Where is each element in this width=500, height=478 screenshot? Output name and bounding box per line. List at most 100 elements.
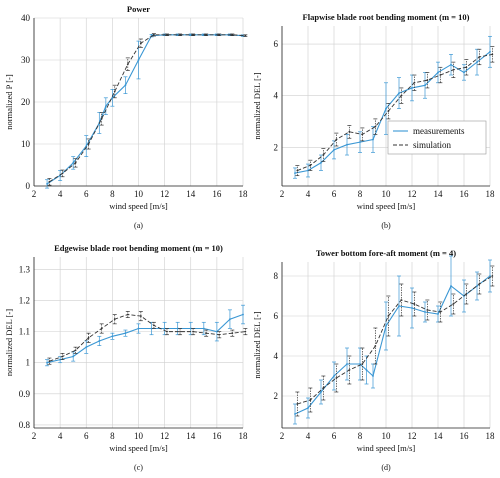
x-tick-label: 18 [239, 431, 249, 441]
data-point-simulation [166, 33, 168, 36]
data-point-measurements [307, 407, 309, 409]
data-point-measurements [189, 327, 192, 330]
data-point-simulation [426, 79, 429, 82]
data-point-measurements [463, 71, 465, 74]
x-tick-label: 4 [306, 189, 311, 199]
x-tick-label: 12 [408, 431, 417, 441]
chart-title: Flapwise blade root bending moment (m = … [303, 12, 470, 22]
data-point-measurements [242, 313, 244, 316]
data-point-simulation [335, 138, 338, 141]
data-point-simulation [166, 330, 168, 333]
y-tick-label: 10 [21, 139, 31, 149]
data-point-measurements [189, 33, 192, 36]
data-point-simulation [139, 42, 142, 45]
data-point-simulation [74, 349, 77, 352]
data-point-simulation [139, 315, 142, 317]
y-tick-label: 6 [274, 311, 279, 321]
x-axis-label: wind speed [m/s] [357, 443, 416, 453]
data-point-measurements [98, 340, 101, 342]
data-point-measurements [320, 391, 322, 393]
data-point-simulation [61, 172, 64, 175]
x-tick-label: 18 [486, 431, 496, 441]
data-point-measurements [424, 311, 426, 313]
data-point-simulation [413, 81, 416, 84]
data-point-simulation [478, 56, 481, 58]
chart-panel-1: 2 4 6 8 10 12 14 16 18 0 10 20 30 40 Power wind speed [… [4, 4, 248, 230]
data-point-simulation [387, 110, 390, 113]
data-point-simulation [218, 33, 221, 36]
data-point-simulation [205, 332, 208, 335]
legend-box [387, 120, 487, 155]
data-point-simulation [205, 33, 208, 36]
series-line-measurements [294, 51, 491, 174]
y-tick-label: 0.9 [19, 389, 31, 399]
y-axis-label: normalized DEL [-] [252, 311, 262, 378]
x-tick-label: 2 [32, 431, 37, 441]
y-tick-label: 0 [26, 181, 31, 191]
series-line-simulation [297, 275, 493, 405]
data-point-simulation [426, 309, 429, 311]
data-point-measurements [176, 327, 179, 330]
x-tick-label: 12 [408, 189, 417, 199]
data-point-simulation [231, 332, 234, 335]
data-point-simulation [452, 303, 455, 305]
y-tick-label: 0.8 [19, 420, 31, 430]
x-tick-label: 14 [434, 431, 444, 441]
x-tick-label: 2 [32, 189, 37, 199]
x-tick-label: 18 [486, 189, 496, 199]
data-point-measurements [411, 307, 413, 309]
data-point-simulation [348, 130, 351, 133]
y-tick-label: 2 [274, 142, 279, 152]
y-tick-label: 2 [274, 391, 279, 401]
data-point-measurements [59, 358, 62, 361]
data-point-simulation [192, 33, 195, 36]
data-point-measurements [294, 172, 296, 174]
x-tick-label: 6 [332, 431, 337, 441]
series-line-measurements [294, 275, 491, 415]
y-tick-label: 6 [274, 39, 279, 49]
x-tick-label: 4 [306, 431, 311, 441]
data-point-simulation [465, 66, 468, 69]
data-point-simulation [348, 369, 351, 371]
data-point-measurements [424, 84, 426, 87]
x-tick-label: 12 [160, 431, 169, 441]
chart-panel-3: 2 4 6 8 10 12 14 16 18 0.8 0.9 1 1.1 1.2 1.3 Edgewise b… [4, 243, 248, 472]
data-point-measurements [72, 162, 75, 164]
data-point-measurements [320, 161, 322, 164]
x-tick-label: 16 [212, 189, 222, 199]
x-tick-label: 12 [160, 189, 169, 199]
y-tick-label: 1.2 [19, 296, 30, 306]
data-point-simulation [322, 154, 325, 156]
data-point-measurements [398, 92, 400, 94]
data-point-simulation [153, 33, 155, 36]
panel-caption: (c) [134, 463, 143, 472]
x-tick-label: 6 [332, 189, 337, 199]
y-axis-label: normalized P [-] [4, 74, 14, 130]
x-tick-label: 16 [212, 431, 222, 441]
data-point-simulation [309, 399, 312, 401]
chart-title: Power [127, 4, 150, 14]
x-tick-label: 8 [358, 189, 363, 199]
data-point-measurements [437, 71, 439, 74]
x-tick-label: 2 [280, 189, 285, 199]
x-axis-label: wind speed [m/s] [109, 201, 168, 211]
data-point-measurements [437, 313, 439, 315]
data-point-measurements [85, 145, 88, 148]
series-line-simulation [49, 34, 246, 183]
data-point-measurements [124, 84, 127, 87]
data-point-simulation [387, 315, 390, 317]
data-point-measurements [111, 335, 114, 338]
data-point-measurements [398, 305, 400, 307]
x-tick-label: 18 [239, 189, 249, 199]
x-tick-label: 4 [58, 189, 63, 199]
data-point-simulation [361, 133, 364, 136]
x-tick-label: 8 [110, 189, 115, 199]
panel-caption: (b) [381, 221, 391, 230]
x-tick-label: 16 [460, 189, 470, 199]
data-point-measurements [294, 413, 296, 415]
data-point-measurements [346, 143, 348, 146]
data-point-simulation [126, 313, 129, 316]
data-point-simulation [61, 355, 64, 358]
data-point-measurements [72, 355, 75, 358]
data-point-measurements [215, 330, 218, 333]
